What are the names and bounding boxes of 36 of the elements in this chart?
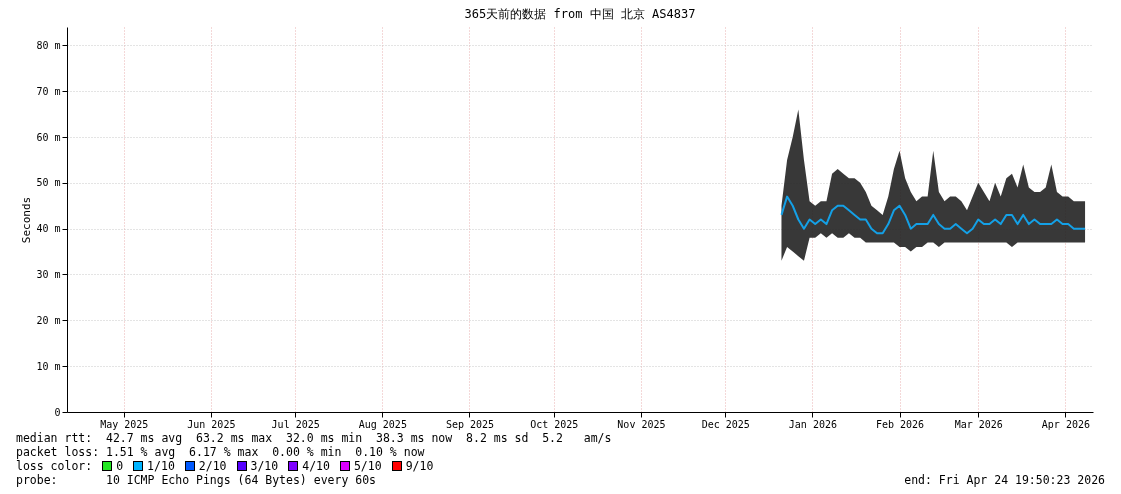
y-tick-label: 0 [54, 406, 61, 418]
x-tick-label: May 2025 [100, 418, 149, 430]
y-tick-label: 40 m [36, 223, 61, 235]
x-tick-label: Aug 2025 [358, 418, 407, 430]
y-axis-title: Seconds [20, 196, 34, 244]
text: 3/10 [250, 459, 279, 473]
x-tick-label: Dec 2025 [701, 418, 750, 430]
x-tick-label: Sep 2025 [445, 418, 495, 430]
y-tick-label: 60 m [36, 131, 61, 143]
x-tick-label: Mar 2026 [954, 418, 1003, 430]
x-tick-label: Jul 2025 [271, 418, 320, 430]
y-tick-label: 80 m [36, 39, 61, 51]
x-tick-label: Apr 2026 [1041, 418, 1090, 430]
text: 1/10 [147, 459, 175, 473]
chart-title: 365天前的数据 from 中国 北京 AS4837 [464, 7, 696, 21]
y-tick-label: 30 m [36, 269, 61, 280]
line-series [780, 195, 1087, 235]
text: 4/10 [302, 459, 330, 473]
x-tick-label: Jun 2025 [187, 418, 236, 430]
x-tick-label: Nov 2025 [617, 418, 666, 430]
text: median rtt: 42.7 ms avg 63.2 ms max 32.0 ms min 38.3 ms now 8.2 ms sd 5.2 am/s [16, 431, 612, 445]
x-tick-label: Jan 2026 [788, 418, 837, 430]
text: 0 [116, 459, 124, 473]
y-tick-label: 70 m [36, 85, 61, 97]
y-tick-label: 20 m [36, 314, 61, 326]
text: 9/10 [405, 459, 434, 473]
text: probe: 10 ICMP Echo Pings (64 Bytes) every 60s [16, 473, 377, 487]
y-tick-label: 50 m [36, 177, 61, 189]
y-tick-label: 10 m [36, 360, 61, 372]
text: loss color: [16, 459, 93, 473]
text: 5/10 [353, 459, 382, 473]
x-tick-label: Feb 2026 [875, 418, 925, 430]
x-tick-label: Oct 2025 [530, 418, 579, 430]
text: end: Fri Apr 24 19:50:23 2026 [904, 473, 1105, 487]
text: packet loss: 1.51 % avg 6.17 % max 0.00 % min 0.10 % now [16, 445, 425, 459]
text: 2/10 [198, 459, 227, 473]
